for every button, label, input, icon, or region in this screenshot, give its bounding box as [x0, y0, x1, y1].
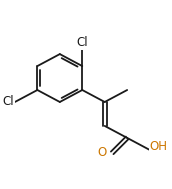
Text: O: O	[97, 146, 106, 159]
Text: OH: OH	[150, 140, 168, 153]
Text: Cl: Cl	[3, 95, 14, 108]
Text: Cl: Cl	[76, 36, 88, 49]
